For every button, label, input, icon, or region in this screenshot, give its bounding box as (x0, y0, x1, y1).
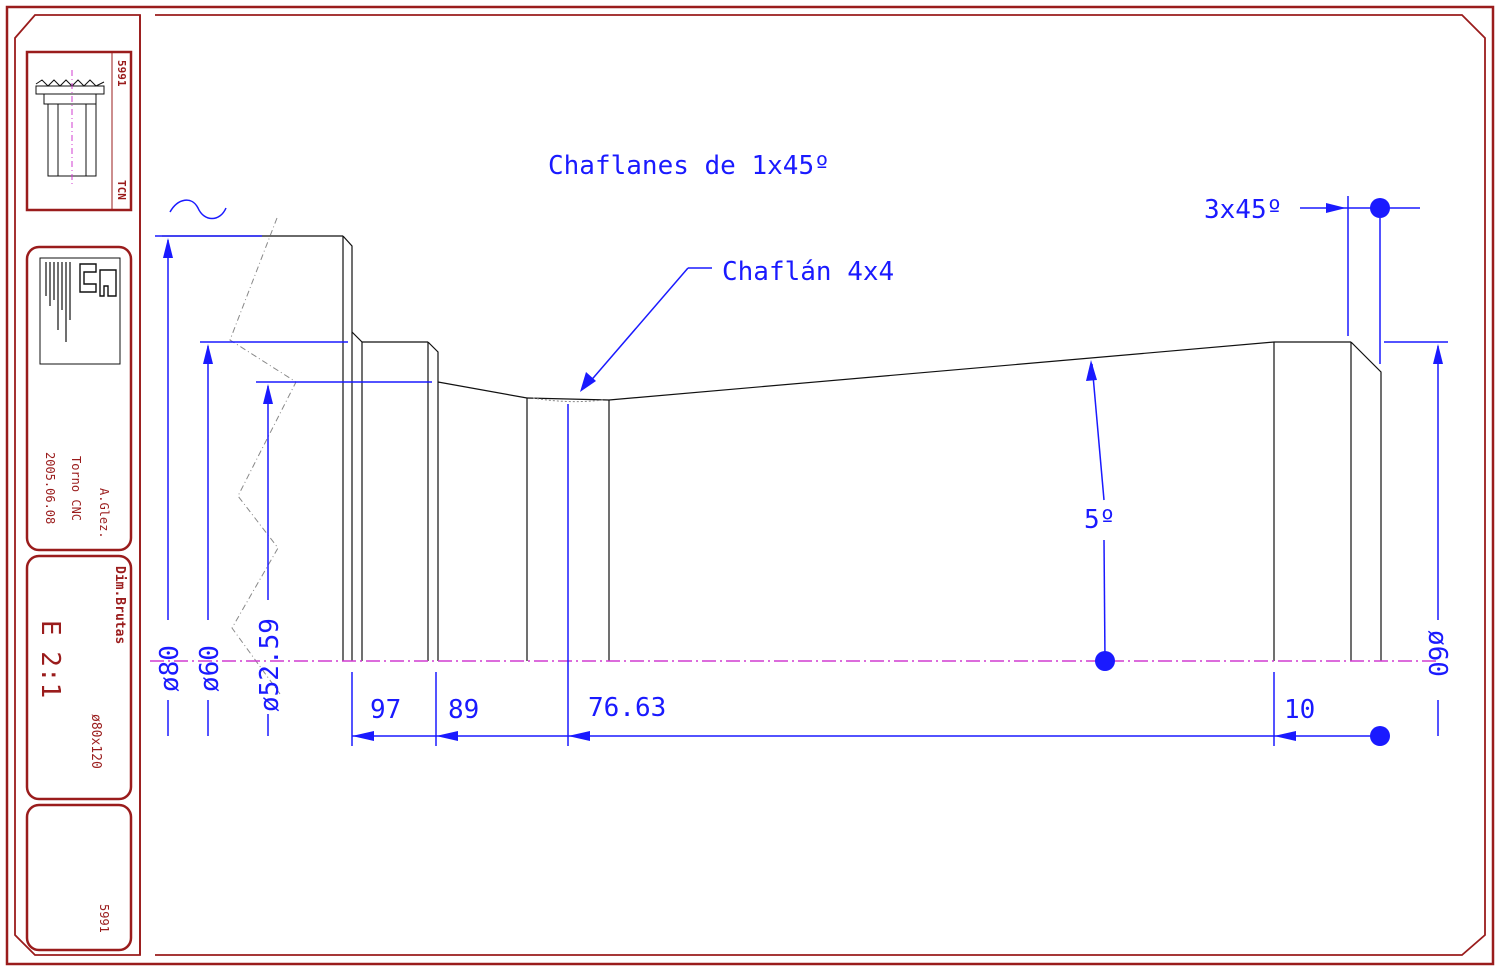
part-number-cell (25, 803, 133, 952)
sheet-frame (5, 5, 1495, 966)
stock-size-text: ø80x120 (88, 714, 103, 769)
logo-cell (25, 245, 133, 552)
taper-vertex-point (1095, 651, 1115, 671)
diameter-60-right-label: ø60 (1422, 630, 1452, 677)
chamfer-3x45-label: 3x45º (1204, 195, 1282, 225)
title-block: 5991 TCN A.Glez. Torno CNC 2005.06.08 Di… (25, 50, 133, 952)
break-line (169, 199, 297, 695)
taper-angle-label: 5º (1084, 505, 1115, 535)
rough-dimensions-label: Dim.Brutas (112, 566, 127, 644)
chamfer-reference-point (1370, 198, 1390, 218)
length-97-label: 97 (370, 695, 401, 725)
general-chamfer-note: Chaflanes de 1x45º (548, 151, 830, 181)
chamfer-3x45-callout: 3x45º (1204, 195, 1420, 364)
taper-angle-dimension: 5º (1084, 360, 1115, 671)
chamfer-4x4-label: Chaflán 4x4 (722, 257, 894, 287)
scale-text: E 2:1 (35, 620, 65, 698)
part-outline (162, 235, 1382, 661)
scale-cell (25, 554, 133, 801)
length-dimensions: 97 89 76.63 10 (351, 404, 1390, 746)
machine-text: Torno CNC (69, 456, 83, 521)
part-thumbnail (35, 70, 105, 184)
thumbnail-kind: TCN (115, 180, 128, 200)
length-10-label: 10 (1284, 695, 1315, 725)
length-89-label: 89 (448, 695, 479, 725)
length-76-63-label: 76.63 (588, 693, 666, 723)
author-text: A.Glez. (97, 488, 111, 539)
diameter-80-label: ø80 (155, 645, 185, 692)
diameter-52-59-label: ø52.59 (255, 618, 285, 712)
date-text: 2005.06.08 (43, 452, 57, 524)
part-number-text: 5991 (97, 904, 111, 933)
thumbnail-code: 5991 (115, 60, 128, 87)
company-logo (39, 257, 121, 365)
chamfer-4x4-callout: Chaflán 4x4 (580, 257, 894, 392)
diameter-dimensions: ø80 ø60 ø52.59 ø60 (155, 235, 1452, 736)
diameter-60-left-label: ø60 (195, 645, 225, 692)
thumbnail-cell (25, 50, 133, 212)
reference-point-bottom (1370, 726, 1390, 746)
